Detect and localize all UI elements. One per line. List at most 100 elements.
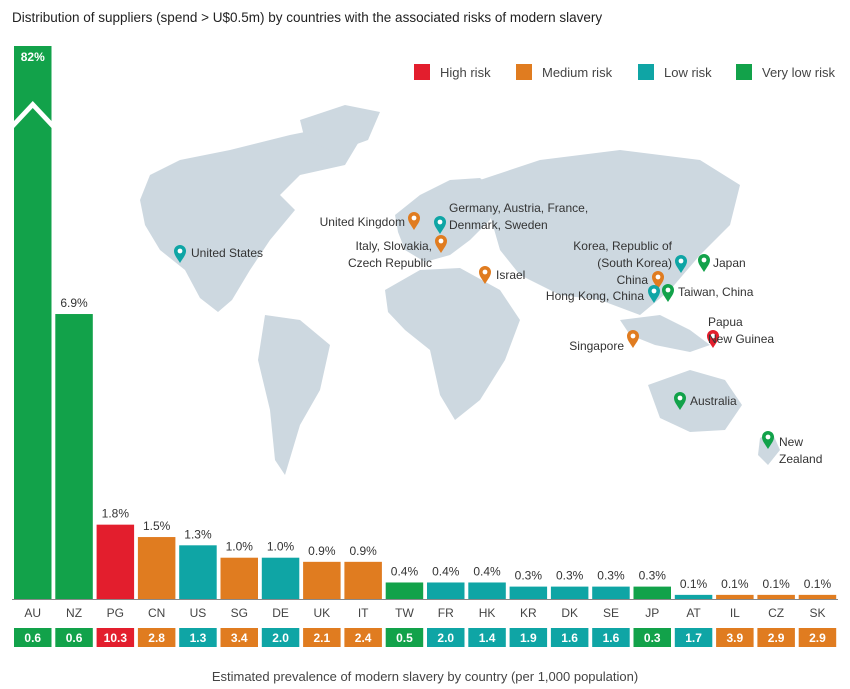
map-label: Zealand xyxy=(779,452,822,466)
land-south-america xyxy=(258,315,330,475)
category-label: TW xyxy=(395,606,414,620)
prevalence-cell xyxy=(757,628,795,647)
legend-label-low: Low risk xyxy=(664,65,712,80)
prevalence-cell xyxy=(592,628,630,647)
category-label: SG xyxy=(231,606,248,620)
value-label: 0.1% xyxy=(762,577,790,591)
bar-sk xyxy=(798,594,837,599)
map-label: Germany, Austria, France, xyxy=(449,201,588,215)
prevalence-cell xyxy=(674,628,713,647)
map-pin-icon xyxy=(707,330,719,348)
prevalence-cell xyxy=(344,628,382,647)
map-pin-icon xyxy=(174,245,186,263)
category-label: CZ xyxy=(768,606,784,620)
map-pin-icon xyxy=(762,431,774,449)
value-label: 0.3% xyxy=(597,569,625,583)
map-pin-dot xyxy=(701,257,707,263)
land-southeast-asia xyxy=(620,315,710,352)
map-pin-dot xyxy=(630,333,636,339)
category-label: KR xyxy=(520,606,537,620)
value-label: 1.0% xyxy=(226,540,254,554)
map-label: Italy, Slovakia, xyxy=(356,239,432,253)
prevalence-value: 0.6 xyxy=(24,631,41,645)
legend-label-very-low: Very low risk xyxy=(762,65,835,80)
map-pin-dot xyxy=(678,258,684,264)
map-label: (South Korea) xyxy=(597,256,672,270)
bar-us xyxy=(179,545,217,599)
prevalence-value: 2.9 xyxy=(768,631,785,645)
category-label: US xyxy=(190,606,207,620)
map-pin-dot xyxy=(438,238,444,244)
prevalence-cell xyxy=(55,628,93,647)
bar-cz xyxy=(757,594,795,599)
category-label: JP xyxy=(645,606,659,620)
footer-note: Estimated prevalence of modern slavery b… xyxy=(212,669,638,684)
map-label: Korea, Republic of xyxy=(573,239,672,253)
category-label: AT xyxy=(686,606,701,620)
bar-sg xyxy=(220,557,258,599)
map-pins xyxy=(174,212,774,449)
category-label: HK xyxy=(479,606,496,620)
value-label: 0.9% xyxy=(308,544,336,558)
map-label: Singapore xyxy=(569,339,624,353)
value-label: 0.3% xyxy=(556,569,584,583)
category-label: DK xyxy=(561,606,578,620)
bar-nz xyxy=(55,314,93,599)
prevalence-value: 3.9 xyxy=(727,631,744,645)
prevalence-cell xyxy=(96,628,135,647)
map-pin-dot xyxy=(411,215,417,221)
map-label: Israel xyxy=(496,268,525,282)
map-label: United States xyxy=(191,246,263,260)
prevalence-value: 3.4 xyxy=(231,631,248,645)
legend-label-high: High risk xyxy=(440,65,491,80)
category-label: NZ xyxy=(66,606,82,620)
bar-pg xyxy=(96,524,135,599)
prevalence-cell xyxy=(468,628,506,647)
prevalence-value: 1.6 xyxy=(561,631,578,645)
category-label: SE xyxy=(603,606,619,620)
bar-au xyxy=(14,46,52,599)
map-label: United Kingdom xyxy=(320,215,405,229)
prevalence-value: 10.3 xyxy=(104,631,128,645)
map-pin-dot xyxy=(177,248,183,254)
prevalence-value: 1.7 xyxy=(685,631,702,645)
map-label: New Guinea xyxy=(708,332,774,346)
map-pin-icon xyxy=(627,330,639,348)
prevalence-cell xyxy=(633,628,671,647)
axis-break-mark xyxy=(14,101,52,128)
world-map: United States United Kingdom Germany, Aust… xyxy=(140,105,822,475)
value-label: 0.1% xyxy=(680,577,708,591)
value-label: 0.9% xyxy=(349,544,377,558)
map-pin-icon xyxy=(479,266,491,284)
category-label: IT xyxy=(358,606,369,620)
value-label: 0.4% xyxy=(473,564,501,578)
chart-title: Distribution of suppliers (spend > U$0.5… xyxy=(12,10,602,25)
legend: High risk Medium risk Low risk Very low ris… xyxy=(414,64,835,80)
prevalence-cell xyxy=(220,628,258,647)
bar-de xyxy=(261,557,300,599)
map-pin-icon xyxy=(408,212,420,230)
map-pin-dot xyxy=(437,219,443,225)
prevalence-value: 2.8 xyxy=(148,631,165,645)
map-pin-icon xyxy=(648,285,660,303)
value-label: 0.4% xyxy=(432,564,460,578)
value-label: 0.1% xyxy=(721,577,749,591)
prevalence-cell xyxy=(14,628,52,647)
category-label: FR xyxy=(438,606,454,620)
bar-hk xyxy=(468,582,506,599)
map-pin-icon xyxy=(698,254,710,272)
legend-label-medium: Medium risk xyxy=(542,65,613,80)
map-pin-icon xyxy=(674,392,686,410)
prevalence-cell xyxy=(179,628,217,647)
prevalence-cell xyxy=(798,628,837,647)
bar-jp xyxy=(633,586,671,599)
prevalence-cell xyxy=(303,628,341,647)
value-label: 0.4% xyxy=(391,564,419,578)
map-pin-icon xyxy=(675,255,687,273)
map-pin-dot xyxy=(677,395,683,401)
map-label: Czech Republic xyxy=(348,256,432,270)
legend-swatch-high xyxy=(414,64,430,80)
prevalence-cell xyxy=(716,628,754,647)
value-label: 1.8% xyxy=(102,507,130,521)
prevalence-cell xyxy=(137,628,176,647)
